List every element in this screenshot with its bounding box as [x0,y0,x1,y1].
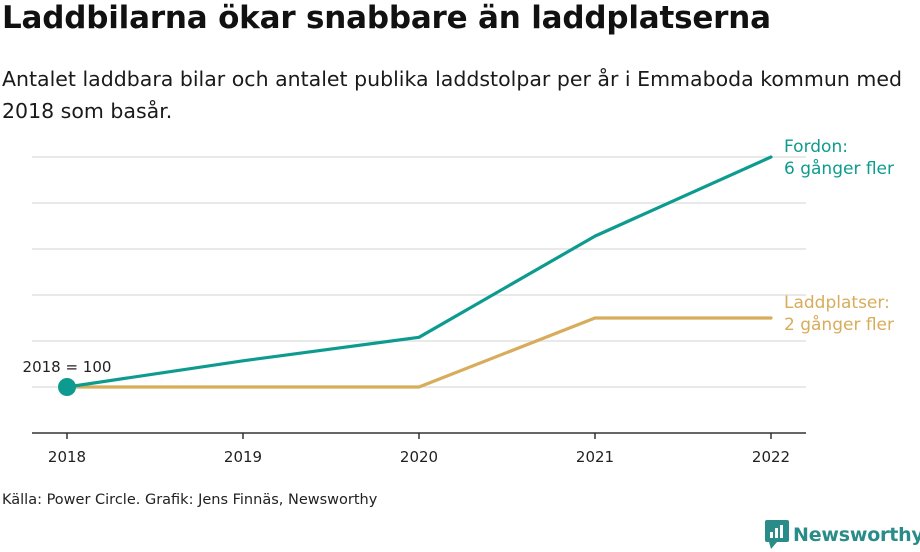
brand-name: Newsworthy [793,524,920,546]
newsworthy-brand[interactable]: Newsworthy [765,519,920,551]
base-point-marker [58,378,76,396]
newsworthy-logo-icon [765,520,789,549]
x-tick-label: 2019 [224,448,262,466]
x-tick-label: 2018 [48,448,86,466]
source-note: Källa: Power Circle. Grafik: Jens Finnäs… [2,492,378,508]
series-label-fordon-detail: 6 gånger fler [784,158,894,179]
series-label-laddplatser: Laddplatser: [784,293,890,313]
series-line-laddplatser [65,316,773,389]
line-chart: 2018 2019 2020 2021 2022 2018 = 100 Fordon:6 g… [23,137,894,466]
chart-subtitle: Antalet laddbara bilar och antalet publi… [2,67,902,123]
series-label-laddplatser-detail: 2 gånger fler [784,314,894,335]
series-line-fordon [65,155,773,389]
x-tick-label: 2021 [576,448,614,466]
x-tick-label: 2020 [400,448,438,466]
series-label-fordon: Fordon: [784,137,848,157]
base-label: 2018 = 100 [23,358,112,376]
chart-title: Laddbilarna ökar snabbare än laddplatser… [2,0,771,36]
x-tick-label: 2022 [752,448,790,466]
